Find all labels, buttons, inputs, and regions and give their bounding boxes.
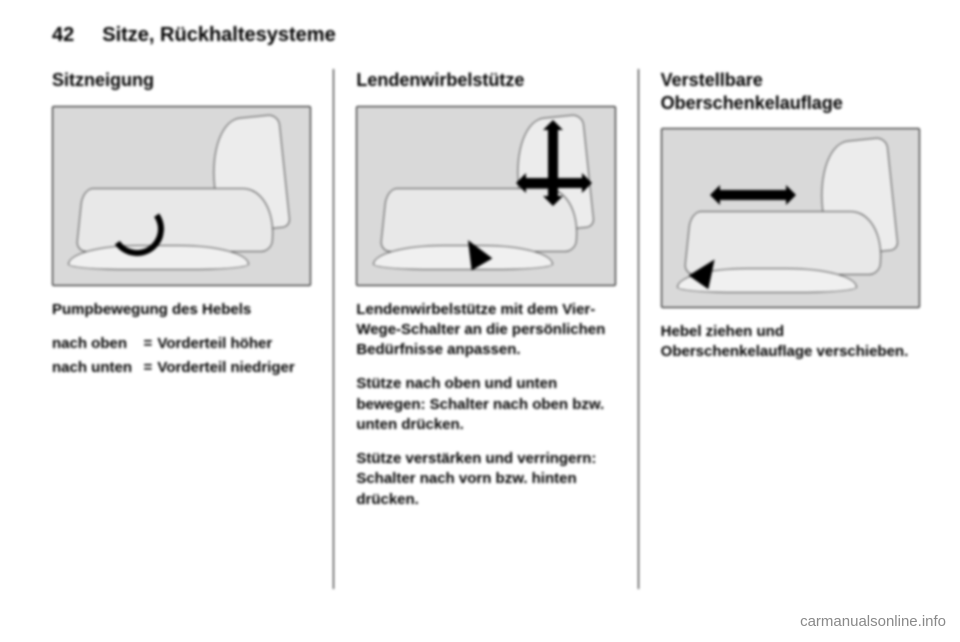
seat-base-shape — [75, 188, 277, 252]
figure-lumbar-support — [356, 106, 615, 286]
seat-side-shape — [68, 245, 248, 270]
column-left: Sitzneigung Pumpbewegung des Hebels nach… — [52, 69, 333, 589]
def-eq: = — [144, 358, 158, 382]
def-desc: Vorderteil höher — [157, 334, 311, 358]
page-number: 42 — [52, 24, 74, 47]
heading-thigh-support: Verstellbare Oberschenkelauflage — [661, 69, 920, 114]
figure-thigh-support — [661, 128, 920, 308]
paragraph: Stütze verstärken und verringern: Schalt… — [356, 449, 615, 510]
definitions-table: nach oben = Vorderteil höher nach unten … — [52, 334, 311, 383]
arrow-horizontal-icon — [524, 178, 584, 188]
page-header: 42 Sitze, Rückhaltesysteme — [52, 24, 920, 47]
figure-seat-tilt — [52, 106, 311, 286]
def-term: nach unten — [52, 358, 144, 382]
section-title: Sitze, Rückhaltesysteme — [102, 24, 335, 47]
column-right: Verstellbare Oberschenkelauflage Hebel z… — [639, 69, 920, 589]
paragraph: Lendenwirbelstütze mit dem Vier-Wege-Sch… — [356, 300, 615, 361]
def-desc: Vorderteil niedriger — [157, 358, 311, 382]
content-columns: Sitzneigung Pumpbewegung des Hebels nach… — [52, 69, 920, 589]
table-row: nach oben = Vorderteil höher — [52, 334, 311, 358]
heading-seat-tilt: Sitzneigung — [52, 69, 311, 92]
table-row: nach unten = Vorderteil niedriger — [52, 358, 311, 382]
caption-pump-lever: Pumpbewegung des Hebels — [52, 300, 311, 320]
heading-lumbar-support: Lendenwirbelstütze — [356, 69, 615, 92]
column-middle: Lendenwirbelstütze Lendenwirbelstütze mi… — [334, 69, 637, 589]
paragraph: Hebel ziehen und Oberschenkelauflage ver… — [661, 322, 920, 363]
watermark: carmanualsonline.info — [800, 613, 946, 630]
arrow-horizontal-icon — [718, 190, 788, 200]
manual-page: 42 Sitze, Rückhaltesysteme Sitzneigung P… — [0, 0, 960, 642]
def-term: nach oben — [52, 334, 144, 358]
paragraph: Stütze nach oben und unten bewegen: Scha… — [356, 374, 615, 435]
def-eq: = — [144, 334, 158, 358]
